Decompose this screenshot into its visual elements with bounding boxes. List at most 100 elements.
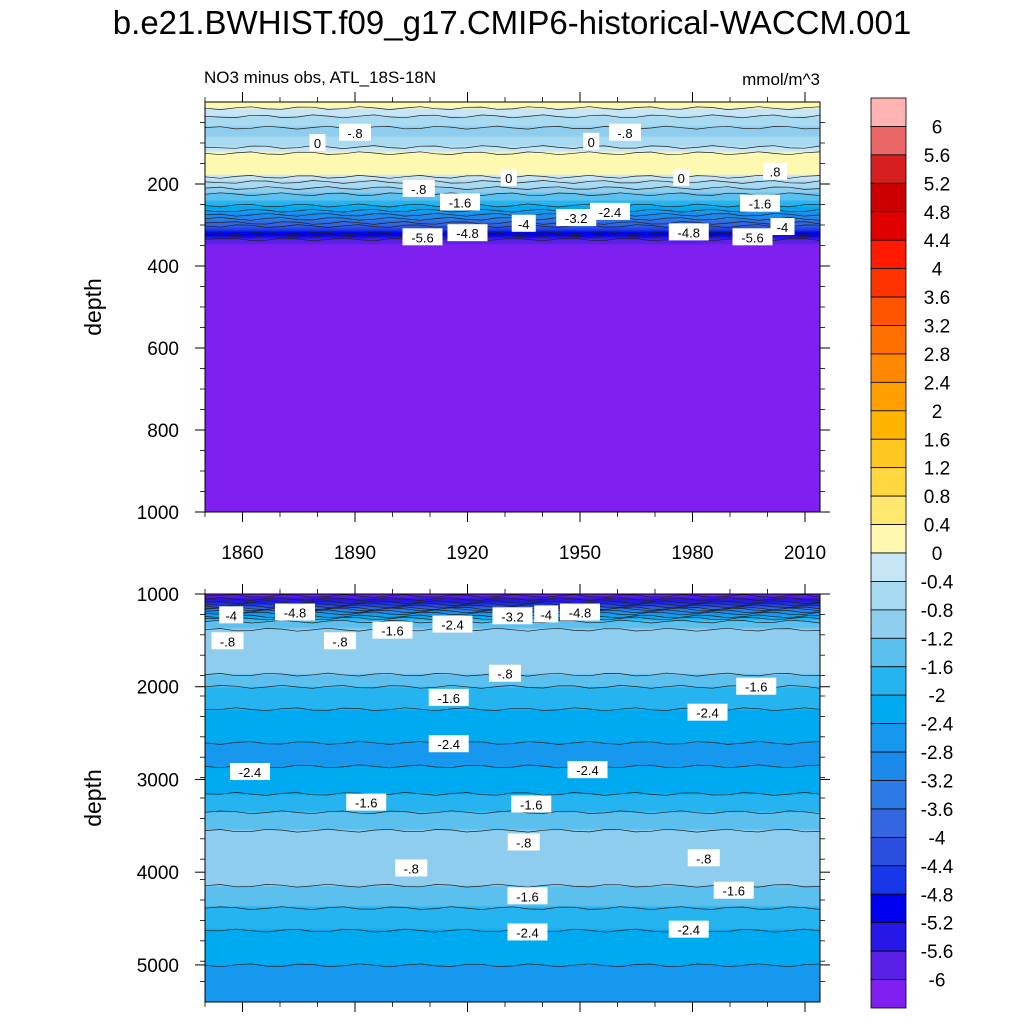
contour-label: -.8 xyxy=(220,634,235,649)
colorbar-label: -4.4 xyxy=(921,857,954,878)
colorbar-box xyxy=(870,126,907,156)
colorbar-label: -0.8 xyxy=(921,601,954,622)
contour-label: -4.8 xyxy=(678,225,700,240)
contour-label-box xyxy=(736,677,777,695)
contour-line xyxy=(204,741,821,745)
contour-label: -.8 xyxy=(332,634,347,649)
contour-label-box xyxy=(673,168,690,186)
contour-label-box xyxy=(219,606,244,624)
contour-label: -.8 xyxy=(516,836,531,851)
contour-label-box xyxy=(211,632,244,650)
contour-label-box xyxy=(372,621,413,639)
contour-label-box xyxy=(511,214,536,232)
contour-label-box xyxy=(560,603,600,621)
contour-label: -.8 xyxy=(347,126,362,141)
y-tick-label: 400 xyxy=(147,257,179,278)
contour-label: -3.2 xyxy=(565,211,587,226)
lower-y-ticks: 1000 2000 3000 4000 5000 xyxy=(137,585,830,982)
contour-line xyxy=(204,192,821,197)
contour-label: -1.6 xyxy=(723,884,745,899)
y-tick-label: 2000 xyxy=(137,678,179,699)
contour-label: -.8 xyxy=(696,851,711,866)
contour-label-box xyxy=(507,887,548,905)
colorbar-box xyxy=(870,922,907,952)
colorbar-box xyxy=(870,467,907,497)
contour-label-box xyxy=(740,194,780,212)
contour-label: -3.2 xyxy=(501,609,523,624)
contour-label: -4 xyxy=(777,220,789,235)
contour-label-box xyxy=(687,703,728,721)
colorbar-label: -5.6 xyxy=(921,942,954,963)
colorbar-box xyxy=(870,893,907,924)
x-tick-label: 1950 xyxy=(559,543,601,564)
contour-label-box xyxy=(432,615,473,633)
contour-label: -1.6 xyxy=(516,889,538,904)
colorbar-label: 2.4 xyxy=(924,373,951,394)
contour-label: -4.8 xyxy=(456,226,478,241)
contour-label-box xyxy=(511,795,552,813)
contour-label: -.8 xyxy=(404,861,419,876)
y-tick-label: 1000 xyxy=(137,585,179,606)
contour-label-box xyxy=(507,833,540,851)
colorbar-box xyxy=(870,865,907,895)
contour-label: 0 xyxy=(314,136,321,151)
colorbar-label: -2.4 xyxy=(921,715,954,736)
colorbar-box xyxy=(870,239,907,270)
lower-x-ticks xyxy=(204,584,806,1012)
contour-label: -1.6 xyxy=(355,796,377,811)
contour-label-box xyxy=(339,123,371,141)
contour-label-box xyxy=(428,735,469,753)
contour-label-box xyxy=(668,223,709,241)
contour-line xyxy=(204,106,821,110)
colorbar-box xyxy=(870,97,907,127)
colorbar: 6 5.6 5.2 4.8 4.4 4 3.6 3.2 2.8 2.4 2 1.6 1.2 0.8 0.4 0… xyxy=(870,97,954,1009)
contour-line xyxy=(204,208,821,213)
colorbar-box xyxy=(870,609,907,639)
lower-contour-labels: -4 -4.8 -3.2 -4 -4.8 -.8 -.8 -1.6 -2.4 -.8 -1.6 -1.… xyxy=(211,603,777,941)
contour-line xyxy=(204,237,821,242)
contour-label: -1.6 xyxy=(749,197,771,212)
contour-label-box xyxy=(346,793,387,811)
colorbar-box xyxy=(870,780,907,810)
colorbar-label: 3.6 xyxy=(924,288,950,309)
contour-label-box xyxy=(507,923,548,941)
contour-line xyxy=(204,114,821,119)
y-tick-label: 200 xyxy=(147,175,179,196)
contour-label-box xyxy=(395,859,428,877)
contour-label: .8 xyxy=(770,165,781,180)
contour-label-box xyxy=(590,202,630,220)
colorbar-label: -3.6 xyxy=(921,800,954,821)
contour-label-box xyxy=(668,920,709,938)
upper-subtitle-left: NO3 minus obs, ATL_18S-18N xyxy=(204,68,436,87)
colorbar-box xyxy=(870,950,907,980)
x-tick-label: 2010 xyxy=(784,543,826,564)
contour-line xyxy=(204,145,821,149)
colorbar-label: -0.4 xyxy=(921,572,954,593)
contour-line xyxy=(204,231,821,236)
colorbar-label: -1.2 xyxy=(921,629,954,650)
contour-label-box xyxy=(309,134,326,151)
colorbar-box xyxy=(870,182,907,213)
colorbar-label: -2 xyxy=(929,686,946,707)
contour-label: -2.4 xyxy=(516,925,538,940)
colorbar-label: 0.4 xyxy=(924,516,951,537)
contour-label-box xyxy=(609,123,641,141)
colorbar-box xyxy=(870,296,907,326)
contour-label-box xyxy=(556,209,597,227)
colorbar-box xyxy=(870,495,907,525)
colorbar-box xyxy=(870,552,907,582)
contour-label: 0 xyxy=(505,171,512,186)
colorbar-label: -4.8 xyxy=(921,885,954,906)
contour-label: -2.4 xyxy=(599,205,621,220)
colorbar-box xyxy=(870,581,907,611)
contour-label: 0 xyxy=(678,171,685,186)
colorbar-label: -3.2 xyxy=(921,772,954,793)
contour-label: -5.6 xyxy=(741,230,763,245)
colorbar-box xyxy=(870,410,907,440)
colorbar-label: 1.6 xyxy=(924,430,950,451)
y-tick-label: 4000 xyxy=(137,863,179,884)
colorbar-box xyxy=(870,381,907,412)
upper-field xyxy=(205,102,820,512)
colorbar-label: 2.8 xyxy=(924,345,950,366)
